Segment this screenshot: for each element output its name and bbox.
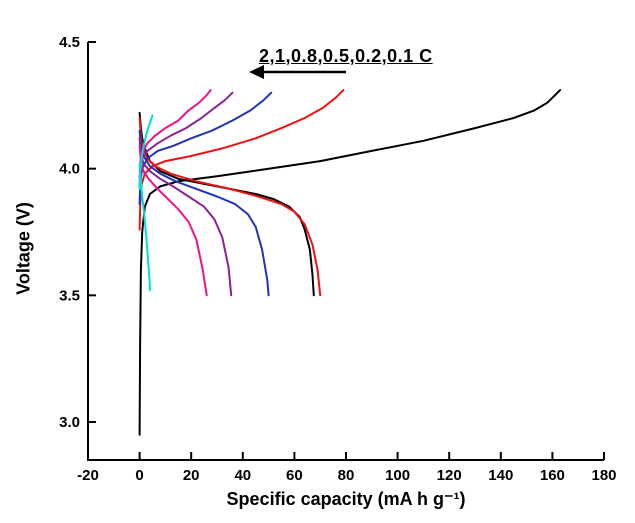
series-line-0.8-c-discharge (138, 137, 233, 297)
x-tick-label: 20 (183, 467, 200, 484)
series-line-0.1-c-discharge (138, 111, 315, 297)
arrow-left-icon (249, 65, 264, 79)
x-tick-label: 160 (540, 467, 565, 484)
y-axis-title: Voltage (V) (13, 202, 34, 295)
x-tick-label: 100 (385, 467, 410, 484)
c-rate-annotation: 2,1,0.8,0.5,0.2,0.1 C (259, 46, 433, 66)
series-line-1-c-discharge (138, 144, 208, 297)
y-tick-label: 4.0 (59, 161, 80, 178)
series-line-0.5-c-charge (138, 91, 273, 206)
y-tick-label: 3.0 (59, 414, 80, 431)
x-tick-label: 60 (286, 467, 303, 484)
series-line-0.5-c-discharge (138, 129, 270, 297)
x-axis-title: Specific capacity (mA h g⁻¹) (226, 489, 466, 509)
y-tick-label: 4.5 (59, 34, 80, 51)
x-tick-label: 140 (488, 467, 513, 484)
y-tick-label: 3.5 (59, 287, 80, 304)
series-line-0.2-c-discharge (138, 117, 322, 297)
x-tick-label: 180 (591, 467, 616, 484)
x-tick-label: 0 (135, 467, 143, 484)
x-tick-label: -20 (77, 467, 99, 484)
series-line-2-c-discharge (138, 162, 151, 292)
series-line-0.2-c-charge (138, 89, 345, 231)
axes-frame (87, 42, 604, 461)
series-line-0.1-c-charge (138, 89, 562, 436)
x-tick-label: 40 (234, 467, 251, 484)
x-tick-label: 120 (437, 467, 462, 484)
x-tick-label: 80 (338, 467, 355, 484)
